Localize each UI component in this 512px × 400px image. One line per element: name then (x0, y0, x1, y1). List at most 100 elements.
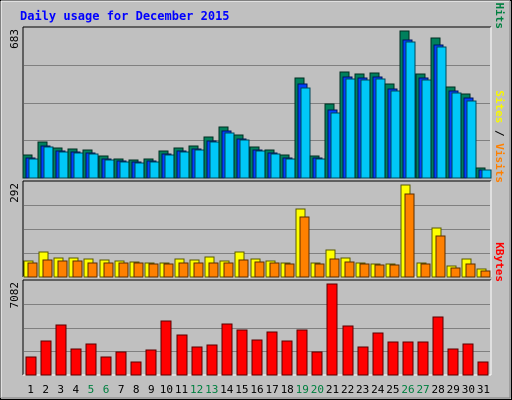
chart-title: Daily usage for December 2015 (20, 9, 230, 23)
side-legend-part-2: Visits (493, 143, 506, 183)
bar-visits-day-30 (465, 263, 476, 278)
bar-visits-day-27 (420, 263, 431, 278)
bar-visits-day-9 (148, 263, 159, 278)
bar-kbytes-day-22 (342, 325, 354, 376)
bar-visits-day-3 (57, 260, 68, 278)
x-tick-label-13: 13 (205, 383, 218, 396)
bar-kbytes-day-21 (326, 283, 338, 376)
bar-pages-day-12 (194, 149, 205, 179)
bar-visits-day-19 (299, 216, 310, 278)
bar-pages-day-4 (73, 152, 84, 179)
bar-pages-day-7 (119, 161, 130, 179)
side-legend-part-0: Sites (493, 90, 506, 123)
bar-visits-day-15 (238, 259, 249, 278)
y-max-label: 683 (8, 29, 21, 49)
bar-kbytes-day-31 (477, 361, 489, 376)
bar-kbytes-day-9 (145, 349, 157, 376)
x-tick-label-25: 25 (386, 383, 399, 396)
bar-kbytes-day-20 (311, 351, 323, 376)
x-tick-label-30: 30 (462, 383, 475, 396)
x-tick-label-19: 19 (296, 383, 309, 396)
x-tick-label-29: 29 (447, 383, 460, 396)
bar-pages-day-2 (43, 146, 54, 179)
bar-pages-day-11 (179, 151, 190, 179)
bar-kbytes-day-29 (447, 348, 459, 376)
x-tick-label-28: 28 (432, 383, 445, 396)
x-tick-label-20: 20 (311, 383, 324, 396)
bar-visits-day-17 (269, 262, 280, 278)
x-tick-label-17: 17 (265, 383, 278, 396)
bar-pages-day-19 (300, 87, 311, 179)
bar-kbytes-day-13 (206, 344, 218, 376)
bar-visits-day-13 (208, 262, 219, 278)
bar-visits-day-11 (178, 262, 189, 278)
bar-visits-day-4 (72, 260, 83, 278)
bar-pages-day-18 (285, 158, 296, 179)
bar-pages-day-31 (481, 169, 492, 179)
x-tick-label-9: 9 (148, 383, 155, 396)
bar-pages-day-29 (451, 92, 462, 179)
bar-kbytes-day-24 (372, 332, 384, 376)
bar-visits-day-2 (42, 259, 53, 278)
bar-visits-day-1 (27, 262, 38, 278)
x-tick-label-3: 3 (57, 383, 64, 396)
bar-visits-day-16 (254, 261, 265, 278)
bar-visits-day-21 (329, 258, 340, 278)
bar-pages-day-15 (239, 139, 250, 179)
x-tick-label-14: 14 (220, 383, 234, 396)
bar-pages-day-25 (390, 90, 401, 179)
bar-visits-day-29 (450, 267, 461, 278)
x-tick-label-23: 23 (356, 383, 369, 396)
bar-pages-day-6 (104, 159, 115, 179)
bar-kbytes-day-25 (387, 341, 399, 376)
bar-kbytes-day-28 (432, 316, 444, 376)
bar-pages-day-17 (270, 153, 281, 179)
bar-visits-day-6 (103, 262, 114, 278)
bar-pages-day-24 (375, 78, 386, 179)
x-tick-label-26: 26 (401, 383, 414, 396)
panel-middle: 292 Sites / Visits (8, 90, 506, 278)
bar-kbytes-day-16 (251, 339, 263, 376)
bar-kbytes-day-14 (221, 323, 233, 376)
x-tick-label-4: 4 (73, 383, 80, 396)
bar-visits-day-28 (435, 235, 446, 278)
bar-visits-day-20 (314, 263, 325, 278)
bar-kbytes-day-15 (236, 329, 248, 376)
bar-visits-day-14 (223, 262, 234, 278)
x-tick-label-16: 16 (250, 383, 263, 396)
side-legend-part-1: / (493, 123, 506, 143)
bar-visits-day-5 (87, 262, 98, 278)
chart-panels: 683 Pages / Files / Hits 292 Sites / Visits… (8, 0, 506, 376)
bar-pages-day-9 (149, 161, 160, 179)
side-legend-part-4: Hits (493, 3, 506, 30)
x-tick-label-31: 31 (477, 383, 490, 396)
bar-kbytes-day-23 (357, 346, 369, 376)
bar-pages-day-28 (436, 46, 447, 179)
bar-kbytes-day-4 (70, 348, 82, 376)
bar-visits-day-31 (480, 270, 491, 278)
x-axis-labels: 1 2 3 4 5 6 7 8 9 10 11 12 13 14 15 16 17 18 19 20 21 22 23 24 2… (27, 383, 490, 396)
bar-visits-day-8 (133, 262, 144, 278)
bar-kbytes-day-3 (55, 324, 67, 376)
bar-pages-day-26 (405, 41, 416, 179)
side-legend: KBytes (493, 242, 506, 282)
bar-kbytes-day-2 (40, 340, 52, 376)
bar-kbytes-day-1 (25, 356, 37, 376)
side-legend: Sites / Visits (493, 90, 506, 183)
x-tick-label-24: 24 (371, 383, 385, 396)
x-tick-label-12: 12 (190, 383, 203, 396)
bar-kbytes-day-30 (462, 343, 474, 376)
bar-pages-day-8 (134, 162, 145, 179)
bar-visits-day-18 (284, 263, 295, 278)
bar-kbytes-day-6 (100, 356, 112, 376)
bar-visits-day-24 (374, 264, 385, 278)
x-tick-label-27: 27 (416, 383, 429, 396)
bar-kbytes-day-18 (281, 340, 293, 376)
bar-pages-day-1 (28, 158, 39, 179)
y-max-label: 7082 (8, 282, 21, 309)
x-tick-label-21: 21 (326, 383, 339, 396)
y-max-label: 292 (8, 183, 21, 203)
bar-visits-day-23 (359, 263, 370, 278)
bar-kbytes-day-5 (85, 343, 97, 376)
